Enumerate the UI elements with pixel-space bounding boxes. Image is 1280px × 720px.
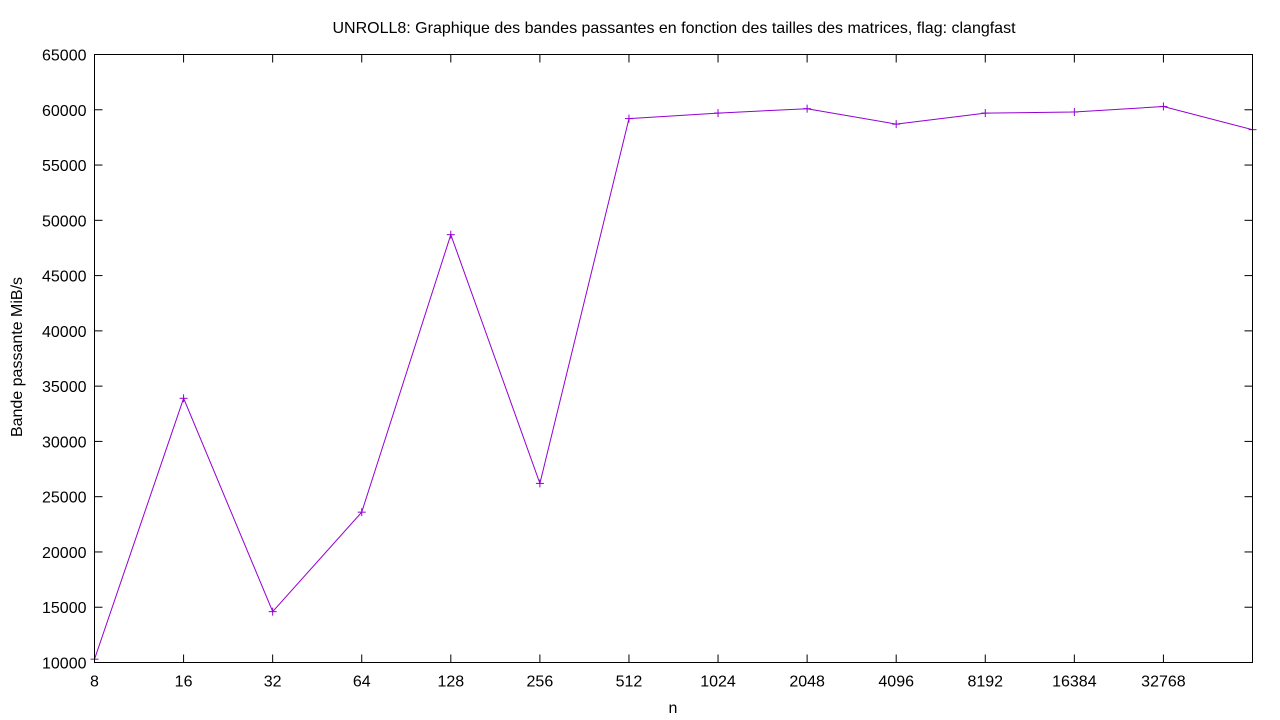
- x-tick-label: 64: [353, 674, 371, 691]
- y-tick-label: 10000: [42, 656, 87, 673]
- chart-title: UNROLL8: Graphique des bandes passantes …: [332, 20, 1016, 37]
- y-tick-label: 30000: [42, 434, 87, 451]
- y-tick-label: 65000: [42, 48, 87, 65]
- x-tick-label: 1024: [700, 674, 736, 691]
- x-tick-label: 4096: [878, 674, 914, 691]
- x-tick-label: 512: [616, 674, 643, 691]
- x-tick-label: 256: [527, 674, 554, 691]
- y-tick-label: 40000: [42, 324, 87, 341]
- plot-area: [90, 102, 1257, 664]
- data-point-marker: [1159, 102, 1168, 111]
- x-tick-label: 32768: [1141, 674, 1186, 691]
- axis-ticks: 10000 15000 20000 25000 30000 35000 40000 45000…: [42, 48, 1253, 691]
- x-tick-label: 2048: [789, 674, 825, 691]
- data-point-marker: [1070, 107, 1079, 116]
- x-tick-label: 16384: [1052, 674, 1097, 691]
- x-axis-label: n: [669, 700, 678, 717]
- data-point-marker: [803, 104, 812, 113]
- y-tick-label: 35000: [42, 379, 87, 396]
- data-point-marker: [714, 109, 723, 118]
- x-tick-label: 128: [437, 674, 464, 691]
- y-tick-label: 20000: [42, 545, 87, 562]
- y-tick-label: 15000: [42, 600, 87, 617]
- data-point-marker: [446, 230, 455, 239]
- y-tick-label: 25000: [42, 490, 87, 507]
- data-point-marker: [268, 607, 277, 616]
- y-axis-label: Bande passante MiB/s: [9, 277, 26, 437]
- x-tick-label: 16: [175, 674, 193, 691]
- x-tick-label: 8: [90, 674, 99, 691]
- data-point-marker: [892, 120, 901, 129]
- data-point-marker: [357, 508, 366, 517]
- y-tick-label: 55000: [42, 158, 87, 175]
- data-point-marker: [535, 479, 544, 488]
- data-point-marker: [179, 394, 188, 403]
- data-point-marker: [981, 109, 990, 118]
- x-tick-label: 32: [264, 674, 282, 691]
- y-tick-label: 50000: [42, 213, 87, 230]
- x-tick-label: 8192: [967, 674, 1003, 691]
- data-point-marker: [624, 114, 633, 123]
- y-tick-label: 45000: [42, 269, 87, 286]
- y-tick-label: 60000: [42, 103, 87, 120]
- plot-frame: [94, 54, 1253, 663]
- series-line: [94, 105, 1253, 660]
